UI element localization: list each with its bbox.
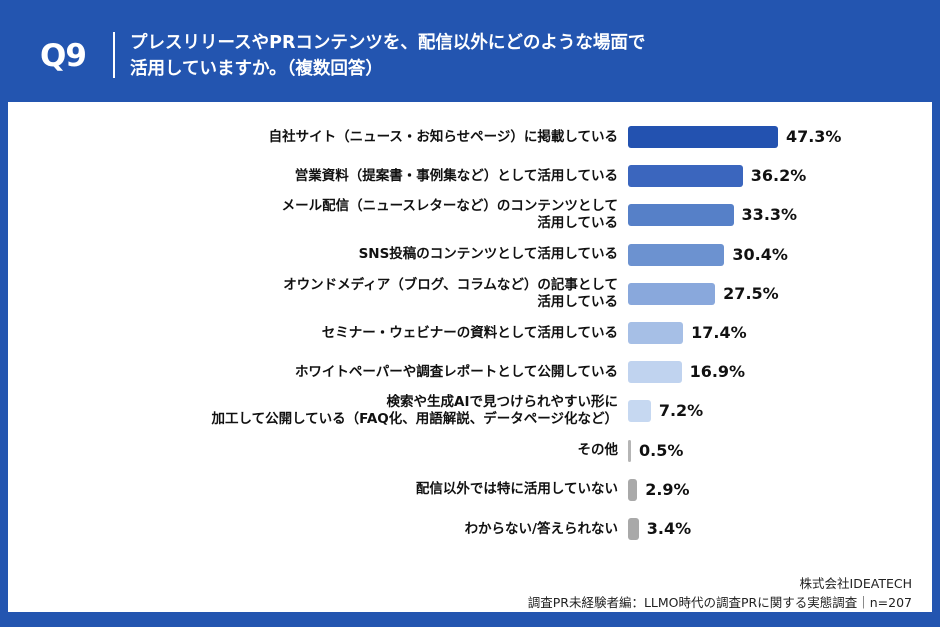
category-label: わからない/答えられない bbox=[464, 520, 618, 537]
bar-row: 検索や生成AIで見つけられやすい形に 加工して公開している（FAQ化、用語解説、… bbox=[8, 392, 932, 430]
bar-row: わからない/答えられない 3.4% bbox=[8, 510, 932, 548]
bar-row: その他 0.5% bbox=[8, 432, 932, 470]
bar bbox=[628, 243, 725, 266]
category-label: 検索や生成AIで見つけられやすい形に 加工して公開している（FAQ化、用語解説、… bbox=[211, 394, 618, 428]
question-number: Q9 bbox=[40, 38, 87, 74]
bar-row: 自社サイト（ニュース・お知らせページ）に掲載している 47.3% bbox=[8, 118, 932, 156]
category-label: ホワイトペーパーや調査レポートとして公開している bbox=[294, 363, 618, 380]
category-label: 自社サイト（ニュース・お知らせページ）に掲載している bbox=[268, 128, 618, 145]
category-label: 営業資料（提案書・事例集など）として活用している bbox=[294, 167, 618, 184]
bar bbox=[628, 439, 631, 462]
value-label: 36.2% bbox=[750, 166, 807, 186]
category-label: その他 bbox=[577, 442, 619, 459]
bar-row: セミナー・ウェビナーの資料として活用している 17.4% bbox=[8, 314, 932, 352]
bar bbox=[628, 400, 651, 423]
category-label: メール配信（ニュースレターなど）のコンテンツとして 活用している bbox=[281, 198, 618, 232]
bar-row: メール配信（ニュースレターなど）のコンテンツとして 活用している 33.3% bbox=[8, 196, 932, 234]
bar bbox=[628, 518, 639, 540]
value-label: 0.5% bbox=[639, 440, 684, 460]
bar bbox=[628, 478, 638, 501]
bar-row: オウンドメディア（ブログ、コラムなど）の記事として 活用している 27.5% bbox=[8, 275, 932, 313]
value-label: 2.9% bbox=[645, 479, 690, 499]
value-label: 7.2% bbox=[658, 401, 704, 421]
category-label: セミナー・ウェビナーの資料として活用している bbox=[321, 324, 618, 341]
bar-row: SNS投稿のコンテンツとして活用している 30.4% bbox=[8, 236, 932, 274]
question-title: プレスリリースやPRコンテンツを、配信以外にどのような場面で 活用していますか。… bbox=[130, 33, 646, 79]
value-label: 17.4% bbox=[691, 323, 747, 342]
bar bbox=[628, 165, 743, 188]
bar bbox=[628, 282, 716, 305]
value-label: 16.9% bbox=[689, 362, 746, 382]
value-label: 30.4% bbox=[732, 244, 788, 264]
survey-source: 調査PR未経験者編：LLMO時代の調査PRに関する実態調査｜n=207 bbox=[527, 595, 912, 610]
bar-row: 配信以外では特に活用していない 2.9% bbox=[8, 471, 932, 509]
header-divider bbox=[113, 32, 115, 78]
category-label: SNS投稿のコンテンツとして活用している bbox=[358, 246, 618, 263]
bar bbox=[628, 126, 778, 148]
category-label: オウンドメディア（ブログ、コラムなど）の記事として 活用している bbox=[283, 276, 618, 310]
value-label: 3.4% bbox=[646, 519, 692, 538]
value-label: 27.5% bbox=[723, 283, 779, 303]
bar bbox=[628, 322, 684, 344]
company-name: 株式会社IDEATECH bbox=[799, 576, 912, 591]
bar bbox=[628, 204, 734, 227]
chart-panel: 自社サイト（ニュース・お知らせページ）に掲載している 47.3% 営業資料（提案書・… bbox=[8, 102, 932, 612]
bar-row: ホワイトペーパーや調査レポートとして公開している 16.9% bbox=[8, 353, 932, 391]
category-label: 配信以外では特に活用していない bbox=[415, 481, 618, 498]
value-label: 47.3% bbox=[785, 127, 842, 146]
bar-row: 営業資料（提案書・事例集など）として活用している 36.2% bbox=[8, 157, 932, 195]
value-label: 33.3% bbox=[741, 205, 798, 225]
bar bbox=[628, 361, 682, 384]
